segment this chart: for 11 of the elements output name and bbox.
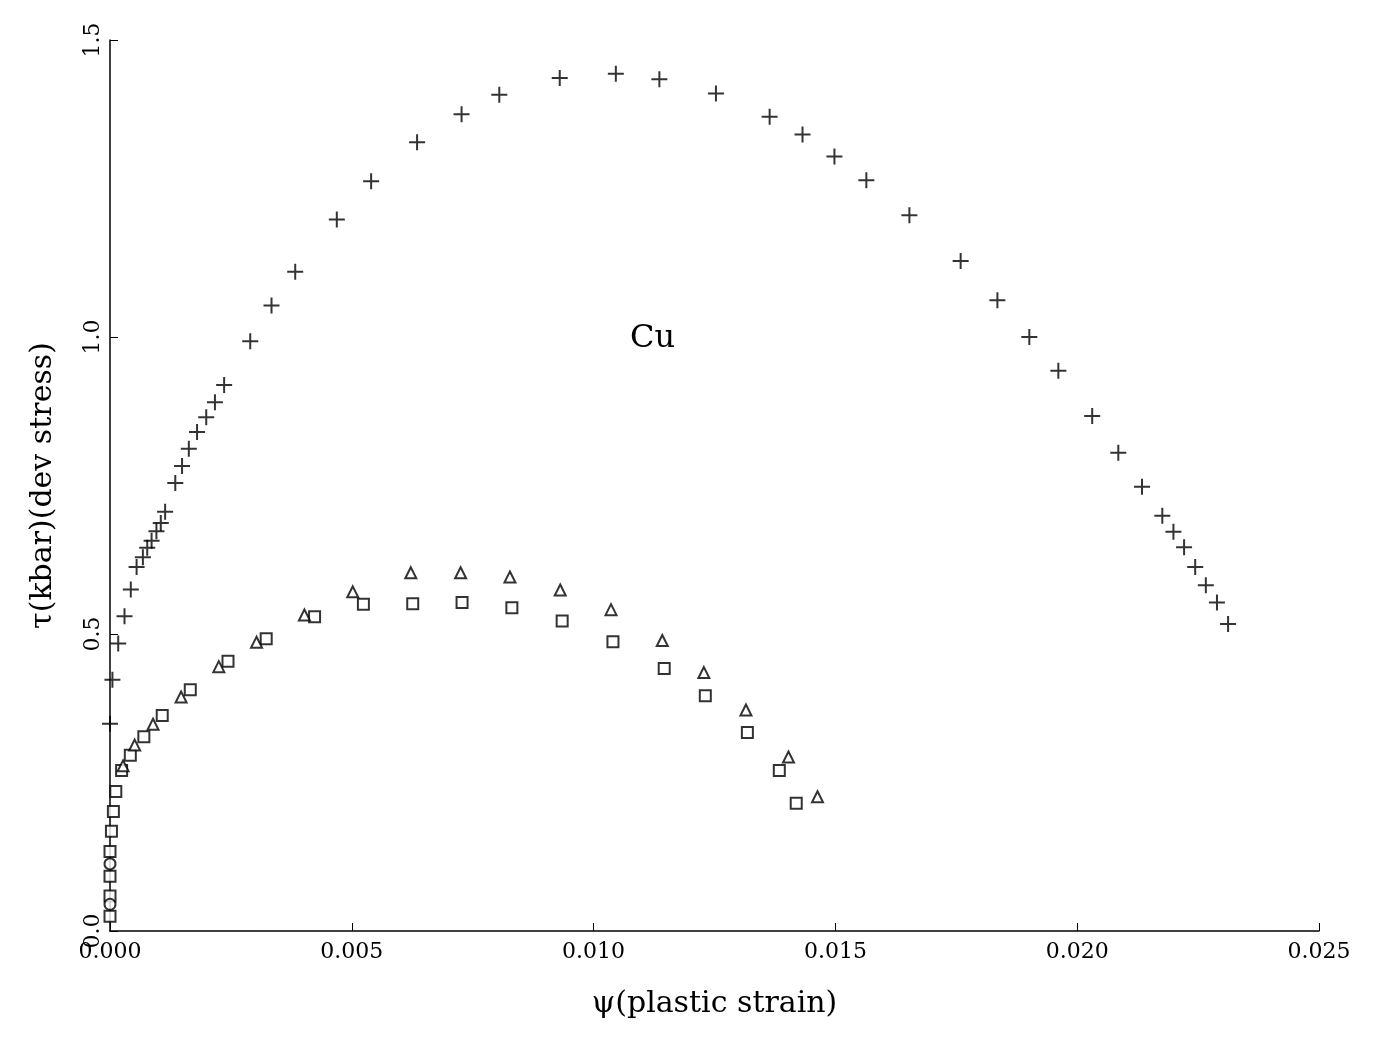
x-tick-label: 0.020 — [1045, 937, 1109, 963]
y-tick-label: 1.5 — [78, 22, 104, 58]
y-tick-label: 0.5 — [78, 616, 104, 652]
x-tick-label: 0.005 — [320, 937, 384, 963]
y-tick-label: 1.0 — [78, 319, 104, 355]
x-tick-label: 0.025 — [1287, 937, 1351, 963]
x-tick-label: 0.015 — [803, 937, 867, 963]
x-tick-label: 0.010 — [562, 937, 626, 963]
y-axis-title: τ(kbar)(dev stress) — [22, 342, 58, 629]
annotation: Cu — [630, 317, 676, 355]
x-axis-title: ψ(plastic strain) — [591, 983, 838, 1019]
